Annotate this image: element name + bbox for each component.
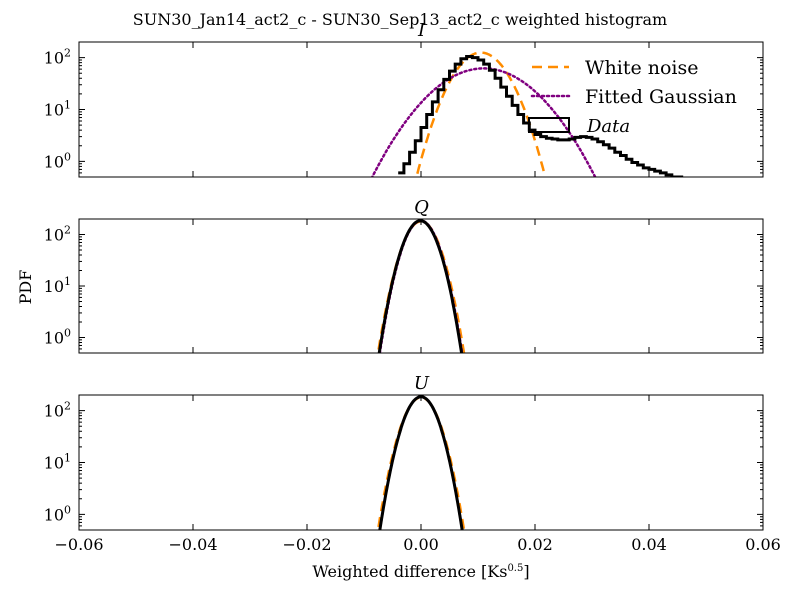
x-tick-label: −0.02 bbox=[282, 535, 331, 554]
plot-area bbox=[376, 395, 466, 530]
figure-title: SUN30_Jan14_act2_c - SUN30_Sep13_act2_c … bbox=[133, 10, 667, 29]
legend-label: Data bbox=[586, 116, 630, 137]
panel-q: Q 100 101 102 bbox=[44, 197, 764, 354]
series-data bbox=[378, 395, 464, 530]
y-tick-label: 102 bbox=[44, 400, 71, 421]
y-tick-label: 100 bbox=[44, 326, 71, 347]
panel-title: Q bbox=[414, 197, 429, 218]
legend-swatch-data bbox=[528, 117, 570, 133]
panel-title: U bbox=[414, 373, 430, 394]
series-fitted-gaussian bbox=[370, 67, 597, 177]
axes-frame bbox=[78, 218, 764, 354]
panel-u: U 100 101 102 −0.06 −0.04 −0.02 0.00 0.02 0.04 0.0… bbox=[44, 373, 781, 554]
y-tick-label: 102 bbox=[44, 224, 71, 245]
legend-label: Fitted Gaussian bbox=[585, 86, 737, 108]
x-tick-label: −0.04 bbox=[168, 535, 217, 554]
x-tick-label: 0.02 bbox=[517, 535, 553, 554]
panel-i: I 100 101 102 bbox=[44, 20, 764, 178]
y-tick-label: 102 bbox=[44, 47, 71, 68]
y-tick-label: 101 bbox=[44, 275, 71, 296]
x-axis-label: Weighted difference [Ks0.5] bbox=[312, 562, 529, 581]
series-data bbox=[398, 55, 684, 177]
x-tick-label: 0.04 bbox=[631, 535, 667, 554]
x-tick-label: −0.06 bbox=[54, 535, 103, 554]
legend: White noise Fitted Gaussian Data bbox=[528, 57, 737, 137]
y-tick-label: 100 bbox=[44, 503, 71, 524]
panel-title: I bbox=[417, 20, 426, 41]
plot-area bbox=[370, 51, 684, 177]
x-tick-label: 0.00 bbox=[403, 535, 439, 554]
series-white-noise bbox=[376, 396, 466, 530]
y-axis-label: PDF bbox=[16, 270, 35, 305]
y-tick-label: 100 bbox=[44, 150, 71, 171]
legend-label: White noise bbox=[585, 57, 699, 79]
x-tick-label: 0.06 bbox=[745, 535, 781, 554]
series-fitted-gaussian bbox=[378, 395, 464, 530]
series-data bbox=[377, 219, 464, 353]
axes-frame bbox=[78, 394, 764, 531]
y-tick-label: 101 bbox=[44, 452, 71, 473]
y-tick-label: 101 bbox=[44, 99, 71, 120]
